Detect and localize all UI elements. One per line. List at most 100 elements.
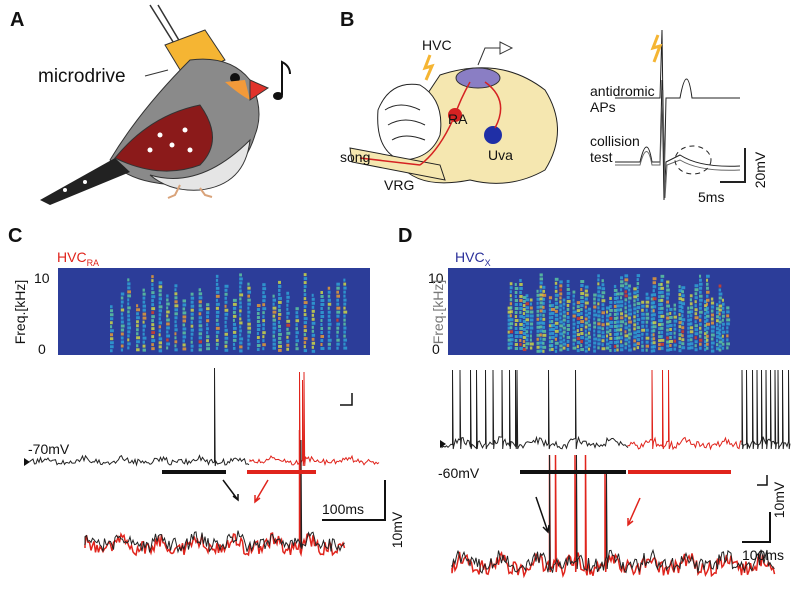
syllable <box>224 308 229 312</box>
syllable <box>609 296 612 300</box>
syllable <box>694 328 699 332</box>
syllable <box>601 291 606 295</box>
syllable <box>551 323 555 327</box>
syllable <box>295 323 298 327</box>
syllable <box>536 329 540 333</box>
syllable <box>190 324 194 328</box>
syllable <box>239 321 243 325</box>
syllable <box>142 300 146 304</box>
syllable <box>658 339 661 343</box>
scale-bar <box>322 480 386 521</box>
syllable <box>628 292 632 296</box>
syllable <box>652 293 657 297</box>
syllable <box>110 337 114 341</box>
syllable <box>681 338 685 342</box>
syllable <box>593 293 597 297</box>
syllable <box>206 303 210 307</box>
syllable <box>514 295 517 299</box>
syllable <box>601 319 604 323</box>
syllable <box>641 344 644 348</box>
syllable <box>295 347 299 351</box>
syllable <box>198 288 202 292</box>
syllable <box>587 335 591 339</box>
syllable <box>127 338 130 342</box>
syllable <box>613 320 617 324</box>
syllable <box>136 324 139 328</box>
syllable <box>232 326 237 330</box>
syllable <box>151 315 155 319</box>
syllable <box>706 322 711 326</box>
syllable <box>641 348 645 352</box>
syllable <box>536 297 541 301</box>
syllable <box>658 295 661 299</box>
syllable <box>652 317 656 321</box>
syllable <box>303 325 307 329</box>
syllable <box>174 332 177 336</box>
syllable <box>536 313 540 317</box>
syllable <box>278 344 282 348</box>
syllable <box>551 339 554 343</box>
syllable <box>606 306 610 310</box>
syllable <box>620 284 625 288</box>
syllable <box>182 299 187 303</box>
syllable <box>539 309 544 313</box>
syllable <box>224 348 229 352</box>
syllable <box>601 347 606 351</box>
syllable <box>158 325 162 329</box>
syllable <box>580 296 584 300</box>
syllable <box>587 343 592 347</box>
syllable <box>658 323 662 327</box>
syllable <box>726 306 730 310</box>
syllable <box>343 298 347 302</box>
syllable <box>593 325 597 329</box>
syllable <box>699 346 702 350</box>
syllable <box>519 334 523 338</box>
syllable <box>151 291 155 295</box>
syllable <box>628 344 631 348</box>
syllable <box>509 294 512 298</box>
syllable <box>652 345 656 349</box>
syllable <box>718 336 723 340</box>
syllable <box>624 274 629 278</box>
syllable <box>256 316 260 320</box>
syllable <box>525 294 529 298</box>
syllable <box>587 331 591 335</box>
syllable <box>303 281 307 285</box>
syllable <box>652 305 657 309</box>
syllable <box>232 346 236 350</box>
syllable <box>620 276 624 280</box>
syllable <box>166 322 170 326</box>
syllable <box>601 299 606 303</box>
syllable <box>606 342 610 346</box>
syllable <box>303 297 307 301</box>
syllable <box>718 296 722 300</box>
syllable <box>652 289 655 293</box>
syllable <box>174 324 178 328</box>
syllable <box>716 307 720 311</box>
syllable <box>327 342 331 346</box>
syllable <box>576 309 581 313</box>
syllable <box>681 330 685 334</box>
syllable <box>127 306 131 310</box>
syllable <box>215 342 219 346</box>
syllable <box>554 297 558 301</box>
syllable <box>576 333 581 337</box>
syllable <box>609 320 614 324</box>
syllable <box>645 316 650 320</box>
syllable <box>641 324 645 328</box>
syllable <box>660 310 664 314</box>
syllable <box>650 325 654 329</box>
trace <box>441 369 629 450</box>
syllable <box>142 316 147 320</box>
syllable <box>576 317 581 321</box>
syllable <box>593 337 597 341</box>
syllable <box>726 330 729 334</box>
syllable <box>613 304 617 308</box>
syllable <box>519 298 523 302</box>
syllable <box>507 346 511 350</box>
syllable <box>514 307 519 311</box>
syllable <box>616 340 620 344</box>
syllable <box>190 340 193 344</box>
syllable <box>551 307 555 311</box>
syllable <box>247 322 251 326</box>
